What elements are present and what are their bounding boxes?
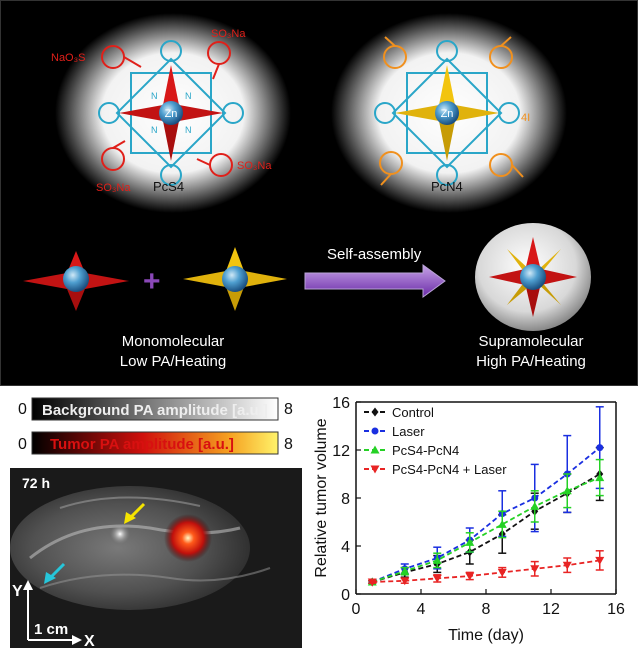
x-tick-label: 4	[417, 601, 426, 618]
legend-label: Laser	[392, 424, 425, 439]
self-assembly-arrow	[304, 264, 446, 298]
series-line	[371, 473, 601, 583]
y-axis-label: Relative tumor volume	[313, 418, 330, 577]
series-line	[371, 476, 601, 583]
pcs4-n-label: N	[151, 125, 158, 135]
data-point	[562, 561, 572, 570]
pcs4-substituent-right: SO₃Na	[237, 160, 272, 172]
x-tick-label: 16	[607, 601, 625, 618]
mono-line2: Low PA/Heating	[120, 353, 226, 370]
data-point	[400, 566, 410, 575]
supra-line2: High PA/Heating	[476, 353, 586, 370]
pa-imaging-panel: 0 Background PA amplitude [a.u.] 8 0 Tum…	[0, 388, 310, 654]
tumor-volume-chart: Relative tumor volume Time (day) 0 4 8 12 16…	[312, 388, 638, 654]
data-point	[432, 574, 442, 583]
time-label: 72 h	[22, 475, 50, 491]
data-point	[465, 537, 475, 546]
axis-indicator	[23, 580, 82, 645]
data-point	[371, 407, 379, 417]
supramolecular-icon	[475, 223, 591, 331]
data-point	[370, 445, 380, 454]
pcs4-name: PcS4	[153, 179, 184, 194]
pa-imaging-svg: 0 Background PA amplitude [a.u.] 8 0 Tum…	[10, 397, 302, 650]
pcs4-molecule: Zn N N N N NaO₃S SO₃Na SO₃Na SO₃Na PcS4	[51, 28, 272, 194]
red-star-icon	[23, 251, 129, 311]
tumor-bar-max: 8	[284, 436, 293, 453]
tumor-bar-min: 0	[18, 436, 27, 453]
pcs4-metal-label: Zn	[165, 108, 178, 120]
x-tick-label: 0	[352, 601, 361, 618]
y-tick-label: 4	[341, 539, 350, 556]
pcs4-substituent-bottom: SO₃Na	[96, 182, 131, 194]
tumor-bar-label: Tumor PA amplitude [a.u.]	[50, 436, 234, 453]
data-point	[465, 572, 475, 581]
data-point	[562, 486, 572, 495]
series-line	[372, 559, 600, 583]
cyan-arrow-icon	[44, 562, 66, 584]
schematic-svg: Zn N N N N NaO₃S SO₃Na SO₃Na SO₃Na PcS4 …	[23, 13, 591, 370]
pcn4-name: PcN4	[431, 179, 463, 194]
tumor-colorbar	[31, 431, 279, 455]
data-point	[371, 427, 379, 435]
legend-label: Control	[392, 405, 434, 420]
data-point	[530, 501, 540, 510]
data-point	[432, 555, 442, 564]
data-point	[400, 577, 410, 586]
y-tick-label: 8	[341, 491, 350, 508]
pcs4-substituent-left: NaO₃S	[51, 52, 85, 64]
data-point	[367, 578, 377, 587]
chart-svg: Relative tumor volume Time (day) 0 4 8 12 16…	[313, 395, 625, 644]
pcs4-n-label: N	[185, 91, 192, 101]
tumor-hotspot	[164, 514, 212, 562]
y-tick-label: 0	[341, 587, 350, 604]
data-point	[497, 519, 507, 528]
plus-sign: +	[143, 265, 161, 298]
bg-bar-min: 0	[18, 401, 27, 418]
background-colorbar	[31, 397, 279, 421]
pcs4-substituent-top: SO₃Na	[211, 28, 246, 40]
data-point	[595, 473, 605, 482]
pcn4-metal-label: Zn	[441, 108, 454, 120]
legend-label: PcS4-PcN4 + Laser	[392, 462, 507, 477]
y-tick-label: 16	[332, 395, 350, 412]
mono-line1: Monomolecular	[122, 333, 225, 350]
bg-bar-max: 8	[284, 401, 293, 418]
self-assembly-label: Self-assembly	[327, 246, 422, 263]
axis-y-label: Y	[12, 583, 23, 600]
data-point	[497, 568, 507, 577]
x-tick-label: 8	[482, 601, 491, 618]
data-point	[595, 556, 605, 565]
x-axis-label: Time (day)	[448, 627, 524, 644]
data-point	[530, 565, 540, 574]
schematic-panel: Zn N N N N NaO₃S SO₃Na SO₃Na SO₃Na PcS4 …	[0, 0, 638, 386]
bg-bar-label: Background PA amplitude [a.u.]	[42, 402, 268, 419]
axis-x-label: X	[84, 633, 95, 650]
y-tick-label: 12	[332, 443, 350, 460]
scale-label: 1 cm	[34, 621, 68, 638]
data-point	[596, 444, 604, 452]
yellow-star-icon	[183, 247, 287, 311]
pcn4-molecule: Zn 4I PcN4	[374, 36, 530, 194]
series-line	[371, 446, 601, 583]
background-hotspot	[110, 524, 130, 544]
legend-label: PcS4-PcN4	[392, 443, 459, 458]
pcn4-counter-ion: 4I	[521, 112, 530, 124]
yellow-arrow-icon	[124, 502, 146, 524]
pcs4-n-label: N	[185, 125, 192, 135]
x-tick-label: 12	[542, 601, 560, 618]
pcs4-n-label: N	[151, 91, 158, 101]
supra-line1: Supramolecular	[478, 333, 583, 350]
data-point	[370, 465, 380, 474]
